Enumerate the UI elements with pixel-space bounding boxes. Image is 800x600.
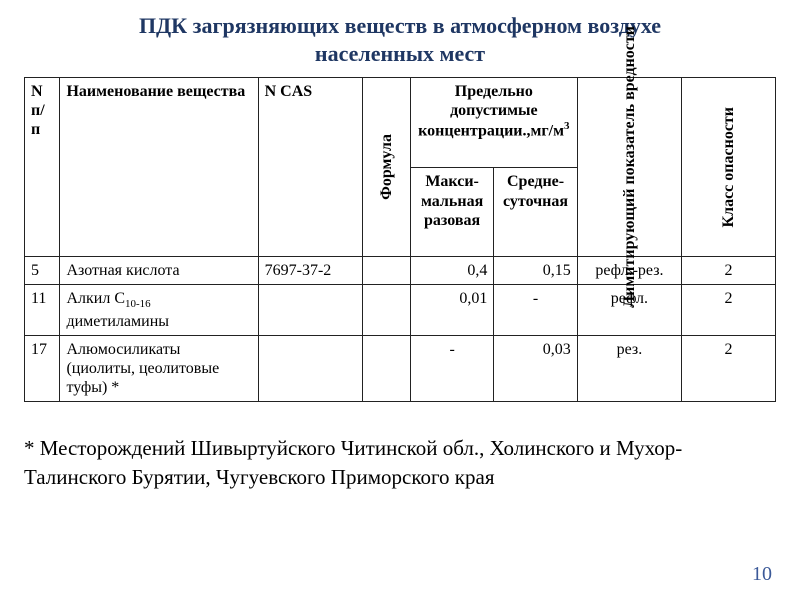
- cell-avg: 0,03: [494, 335, 577, 402]
- page-number: 10: [752, 563, 772, 586]
- cell-n: 17: [25, 335, 60, 402]
- cell-name: Азотная кислота: [60, 257, 258, 285]
- footnote: * Месторождений Шивыртуйского Читинской …: [24, 434, 776, 491]
- col-header-formula: Формула: [362, 78, 410, 257]
- cell-cas: [258, 335, 362, 402]
- cell-n: 5: [25, 257, 60, 285]
- col-header-avg: Средне-суточная: [494, 168, 577, 257]
- cell-cls: 2: [682, 335, 776, 402]
- cell-name: Алюмосиликаты (циолиты, цеолитовые туфы)…: [60, 335, 258, 402]
- col-header-n: N п/п: [25, 78, 60, 257]
- cell-cas: 7697-37-2: [258, 257, 362, 285]
- title-line-2: населенных мест: [315, 41, 485, 66]
- col-header-limiting: Лимитирующий показатель вредности: [577, 78, 681, 257]
- col-header-max: Макси-мальная разовая: [410, 168, 493, 257]
- cell-formula: [362, 257, 410, 285]
- cell-max: -: [410, 335, 493, 402]
- cell-formula: [362, 285, 410, 336]
- page-title: ПДК загрязняющих веществ в атмосферном в…: [24, 12, 776, 67]
- col-header-hazclass: Класс опасности: [682, 78, 776, 257]
- cell-n: 11: [25, 285, 60, 336]
- table-body: 5 Азотная кислота 7697-37-2 0,4 0,15 реф…: [25, 257, 776, 402]
- pdc-table: N п/п Наименование вещества N CAS Формул…: [24, 77, 776, 402]
- header-row-1: N п/п Наименование вещества N CAS Формул…: [25, 78, 776, 168]
- cell-formula: [362, 335, 410, 402]
- table-row: 5 Азотная кислота 7697-37-2 0,4 0,15 реф…: [25, 257, 776, 285]
- col-header-cas: N CAS: [258, 78, 362, 257]
- cell-cls: 2: [682, 285, 776, 336]
- cell-cas: [258, 285, 362, 336]
- table-row: 17 Алюмосиликаты (циолиты, цеолитовые ту…: [25, 335, 776, 402]
- title-line-1: ПДК загрязняющих веществ в атмосферном в…: [139, 13, 661, 38]
- col-header-name: Наименование вещества: [60, 78, 258, 257]
- cell-name: Алкил С10-16 диметиламины: [60, 285, 258, 336]
- cell-cls: 2: [682, 257, 776, 285]
- cell-max: 0,4: [410, 257, 493, 285]
- cell-lim: рез.: [577, 335, 681, 402]
- col-header-conc-group: Предельно допустимые концентрации.,мг/м3: [410, 78, 577, 168]
- table-row: 11 Алкил С10-16 диметиламины 0,01 - рефл…: [25, 285, 776, 336]
- cell-avg: -: [494, 285, 577, 336]
- cell-max: 0,01: [410, 285, 493, 336]
- cell-avg: 0,15: [494, 257, 577, 285]
